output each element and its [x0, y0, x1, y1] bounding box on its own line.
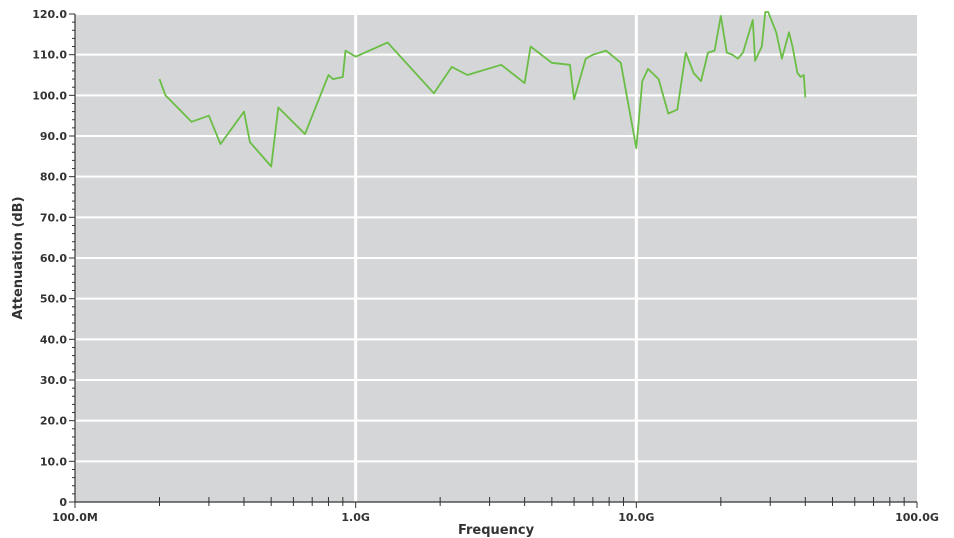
y-tick-label: 90.0 — [40, 130, 67, 143]
y-tick-label: 0 — [59, 496, 67, 509]
series-group — [158, 11, 807, 168]
y-tick-label: 60.0 — [40, 252, 67, 265]
y-tick-label: 20.0 — [40, 415, 67, 428]
y-axis-title: Attenuation (dB) — [11, 196, 26, 319]
y-tick-label: 10.0 — [40, 455, 67, 468]
axes — [69, 13, 918, 508]
y-tick-label: 80.0 — [40, 171, 67, 184]
x-tick-label: 100.0G — [895, 511, 939, 524]
y-tick-label: 40.0 — [40, 333, 67, 346]
x-tick-label: 100.0M — [52, 511, 98, 524]
x-tick-label: 1.0G — [341, 511, 370, 524]
tick-labels: 0 10.0 20.0 30.0 40.0 50.0 60.0 70.0 80.0 90.0 100… — [32, 8, 939, 524]
y-tick-label: 120.0 — [32, 8, 67, 21]
series-line — [158, 11, 807, 168]
y-tick-label: 100.0 — [32, 89, 67, 102]
grid-lines — [75, 13, 917, 502]
y-tick-label: 50.0 — [40, 293, 67, 306]
y-tick-label: 70.0 — [40, 211, 67, 224]
y-tick-label: 30.0 — [40, 374, 67, 387]
x-axis-title: Frequency — [458, 523, 535, 538]
y-tick-label: 110.0 — [32, 49, 67, 62]
x-tick-label: 10.0G — [618, 511, 654, 524]
